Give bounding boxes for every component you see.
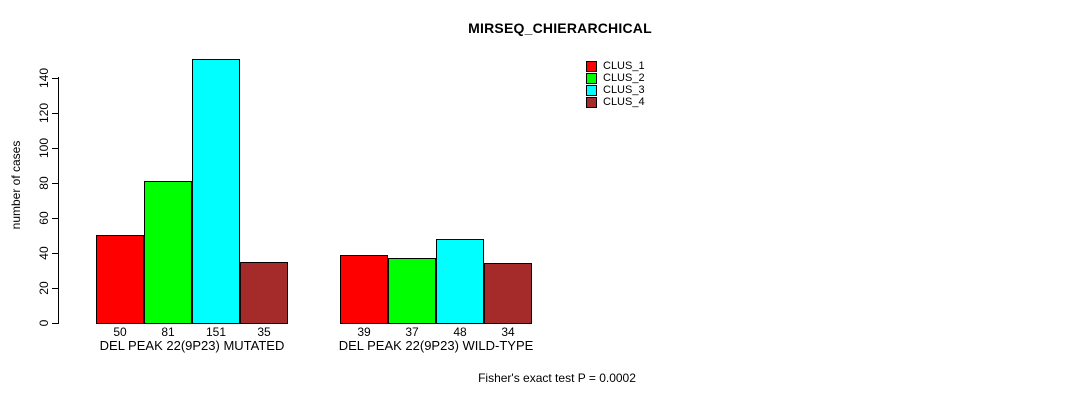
bar-value-label: 37 [405,325,419,339]
legend-label: CLUS_4 [603,96,645,108]
legend-swatch [586,96,597,108]
y-tick-label: 20 [37,281,51,295]
y-tick-label: 40 [37,246,51,260]
y-tick [52,322,58,324]
bar-value-label: 39 [357,325,371,339]
bar-value-label: 34 [501,325,515,339]
bar-value-label: 48 [453,325,467,339]
legend: CLUS_1 CLUS_2 CLUS_3 CLUS_4 [586,60,645,108]
bar-value-label: 81 [161,325,175,339]
y-tick-label: 140 [37,67,51,89]
bar-value-label: 35 [257,325,271,339]
y-axis-line [58,77,59,324]
group-label: DEL PEAK 22(9P23) WILD-TYPE [338,338,534,353]
bar [484,263,532,324]
bar [436,239,484,324]
y-tick [52,77,58,79]
y-tick-label: 120 [37,102,51,124]
legend-swatch [586,72,597,84]
legend-item: CLUS_1 [586,60,645,72]
bar [144,181,192,324]
annotation-fisher-test: Fisher's exact test P = 0.0002 [478,371,636,385]
y-tick-label: 80 [37,176,51,190]
y-tick-label: 100 [37,137,51,159]
legend-swatch [586,84,597,96]
y-tick-label: 60 [37,211,51,225]
legend-swatch [586,60,597,72]
legend-item: CLUS_3 [586,84,645,96]
chart-title: MIRSEQ_CHIERARCHICAL [468,20,652,36]
bar [96,235,144,324]
bar [388,258,436,324]
y-tick-label: 0 [37,319,51,327]
legend-item: CLUS_4 [586,96,645,108]
bar [192,59,240,324]
bar [240,262,288,324]
y-tick [52,287,58,289]
y-tick [52,252,58,254]
bar-value-label: 50 [113,325,127,339]
y-tick [52,112,58,114]
y-tick [52,217,58,219]
legend-label: CLUS_2 [603,72,645,84]
group-label: DEL PEAK 22(9P23) MUTATED [99,338,285,353]
legend-label: CLUS_3 [603,84,645,96]
legend-label: CLUS_1 [603,60,645,72]
y-tick [52,147,58,149]
y-axis-label: number of cases [9,140,23,230]
bar-value-label: 151 [205,325,227,339]
legend-item: CLUS_2 [586,72,645,84]
bar [340,255,388,324]
y-tick [52,182,58,184]
